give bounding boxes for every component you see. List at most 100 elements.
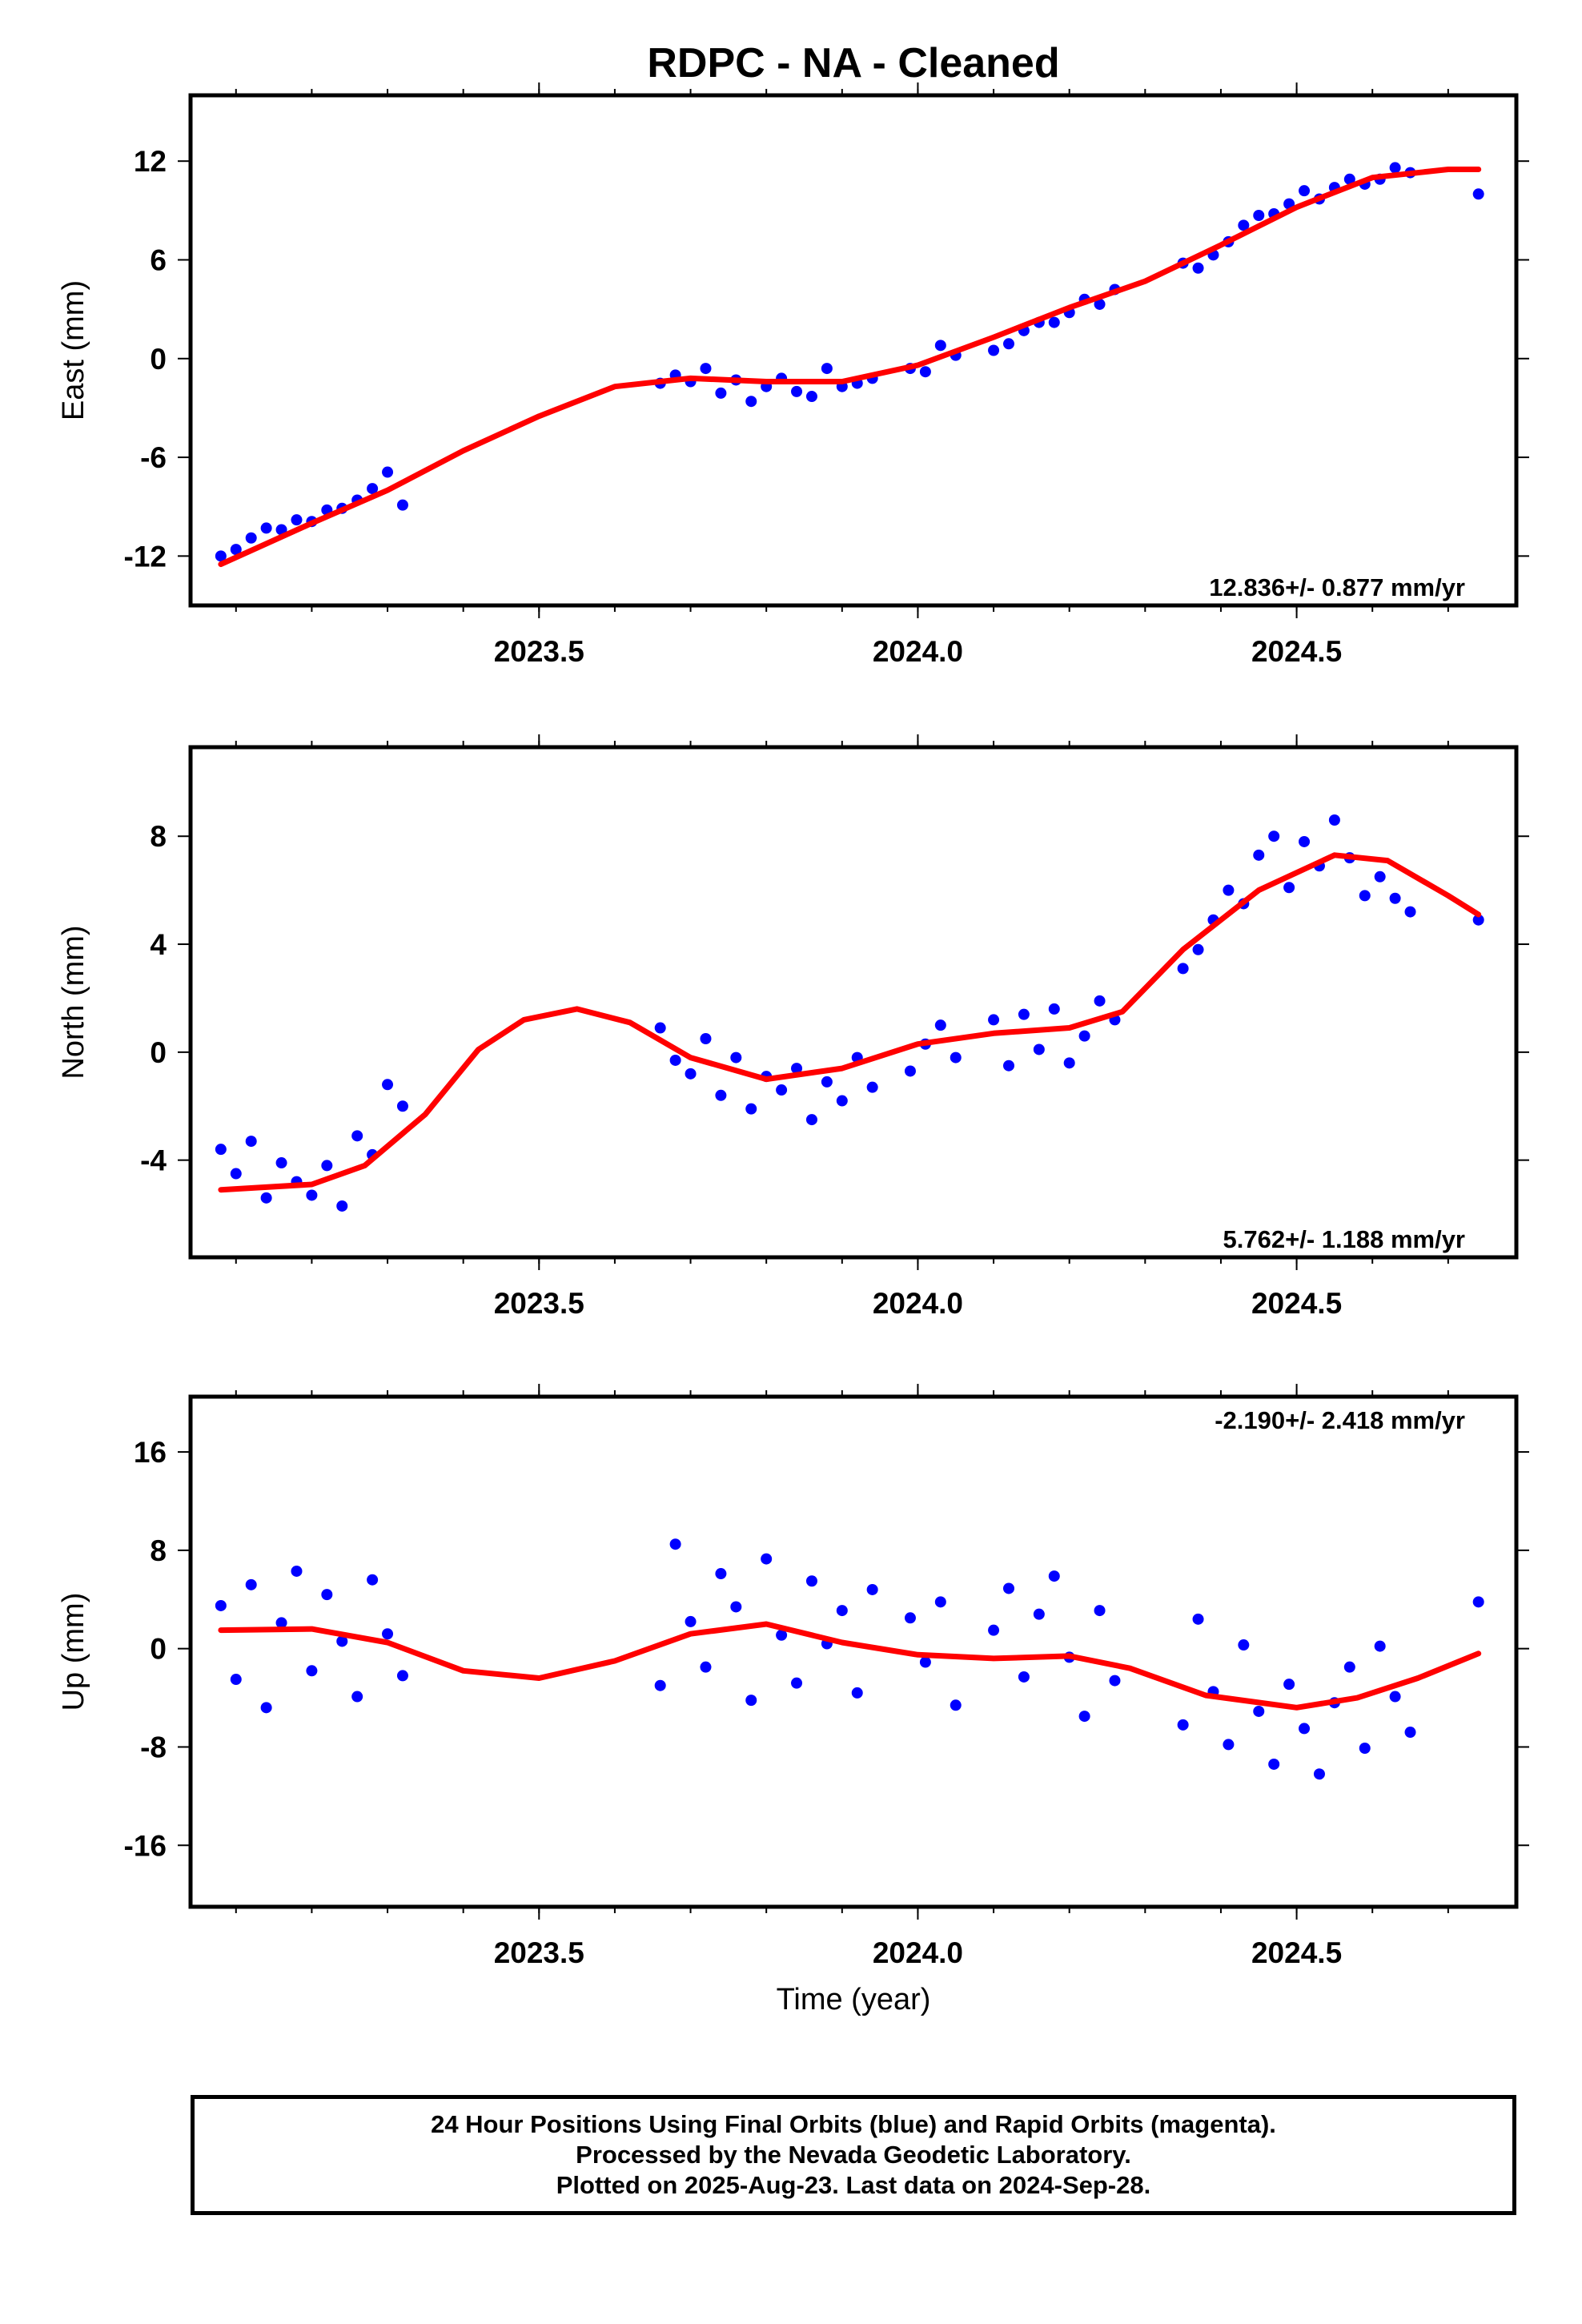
- data-point: [215, 550, 227, 562]
- data-point: [1063, 1057, 1075, 1069]
- data-point: [1177, 963, 1189, 975]
- data-point: [1223, 884, 1235, 896]
- data-point: [851, 1687, 863, 1699]
- data-point: [700, 1033, 712, 1044]
- data-point: [1238, 1639, 1250, 1651]
- y-axis-title: Up (mm): [57, 1593, 90, 1711]
- data-point: [306, 1665, 318, 1677]
- data-point: [291, 514, 303, 526]
- data-point: [1389, 1691, 1401, 1703]
- data-point: [1048, 1570, 1060, 1582]
- data-point: [1268, 1758, 1280, 1770]
- data-point: [1177, 1719, 1189, 1731]
- fit-curve: [218, 852, 1482, 1193]
- x-tick-label: 2024.0: [873, 1936, 963, 1969]
- rate-label: 5.762+/- 1.188 mm/yr: [1223, 1225, 1465, 1253]
- data-point: [654, 1679, 666, 1691]
- panel-frame: [188, 93, 1519, 608]
- y-tick-label: -8: [140, 1731, 167, 1763]
- data-point: [1472, 914, 1484, 926]
- data-point: [730, 1601, 742, 1613]
- data-point: [791, 385, 803, 397]
- data-point: [1094, 995, 1106, 1007]
- data-point: [836, 1095, 848, 1107]
- data-point: [1094, 298, 1106, 310]
- data-point: [275, 1617, 287, 1629]
- data-point: [669, 1054, 681, 1066]
- data-point: [367, 483, 379, 495]
- data-point: [1078, 1711, 1090, 1723]
- data-point: [1374, 1640, 1386, 1652]
- data-points: [215, 1538, 1484, 1780]
- data-point: [1094, 1605, 1106, 1617]
- y-tick-label: 8: [150, 1534, 167, 1567]
- data-point: [1328, 814, 1340, 826]
- data-point: [275, 1157, 287, 1169]
- panel-up: 2023.5 2024.0 2024.5 -16 -8 0 8 16 Up (mm) Time (…: [57, 1384, 1529, 2016]
- data-point: [1404, 906, 1416, 918]
- fit-curve: [218, 167, 1482, 568]
- data-point: [988, 344, 1000, 356]
- data-point: [1268, 830, 1280, 842]
- data-point: [215, 1599, 227, 1611]
- x-axis-title: Time (year): [777, 1983, 931, 2016]
- data-point: [1078, 1030, 1090, 1042]
- y-axis-title: East (mm): [57, 280, 90, 420]
- data-point: [1002, 1582, 1014, 1594]
- data-point: [396, 1100, 408, 1112]
- data-point: [745, 396, 757, 408]
- data-point: [245, 1578, 257, 1590]
- data-point: [761, 1553, 773, 1565]
- x-tick-label: 2024.5: [1251, 1936, 1342, 1969]
- data-point: [1033, 1043, 1045, 1055]
- data-point: [230, 1674, 242, 1686]
- data-point: [1253, 1705, 1265, 1717]
- x-tick-label: 2023.5: [494, 1936, 584, 1969]
- data-point: [396, 1670, 408, 1682]
- data-point: [336, 1635, 348, 1647]
- data-point: [805, 391, 817, 403]
- data-point: [805, 1575, 817, 1587]
- data-point: [1048, 1003, 1060, 1015]
- panel-north: 2023.5 2024.0 2024.5 -4 0 4 8 North (mm) 5.762+/…: [57, 734, 1529, 1320]
- data-point: [321, 1160, 333, 1172]
- data-point: [1048, 316, 1060, 328]
- data-point: [1033, 1608, 1045, 1620]
- data-point: [919, 1656, 931, 1668]
- data-point: [1389, 162, 1401, 174]
- data-point: [934, 1019, 946, 1031]
- data-point: [988, 1624, 1000, 1636]
- data-point: [685, 1068, 697, 1080]
- data-point: [791, 1677, 803, 1689]
- data-point: [245, 1136, 257, 1148]
- data-point: [715, 387, 727, 399]
- data-point: [1018, 1008, 1030, 1020]
- data-point: [1253, 849, 1265, 861]
- x-tick-label: 2024.5: [1251, 1287, 1342, 1320]
- data-point: [654, 1022, 666, 1034]
- data-point: [245, 532, 257, 544]
- data-point: [700, 363, 712, 375]
- y-tick-label: 12: [134, 145, 167, 178]
- data-point: [904, 1065, 916, 1077]
- data-point: [715, 1089, 727, 1101]
- panel-east: 2023.5 2024.0 2024.5 -12 -6 0 6 12 East (mm) 12.8…: [57, 82, 1529, 668]
- figure-title: RDPC - NA - Cleaned: [647, 40, 1059, 86]
- data-point: [836, 1605, 848, 1617]
- data-point: [382, 1628, 394, 1640]
- data-point: [260, 522, 272, 534]
- data-point: [351, 1691, 363, 1703]
- data-point: [230, 1168, 242, 1180]
- data-point: [919, 366, 931, 378]
- rate-label: -2.190+/- 2.418 mm/yr: [1215, 1406, 1465, 1434]
- data-point: [934, 340, 946, 352]
- data-point: [988, 1014, 1000, 1026]
- data-point: [275, 524, 287, 536]
- data-point: [950, 1699, 962, 1711]
- x-tick-label: 2024.5: [1251, 635, 1342, 668]
- data-point: [866, 1081, 878, 1093]
- data-point: [1223, 1739, 1235, 1751]
- footer-line-dates: Plotted on 2025-Aug-23. Last data on 202…: [556, 2171, 1151, 2199]
